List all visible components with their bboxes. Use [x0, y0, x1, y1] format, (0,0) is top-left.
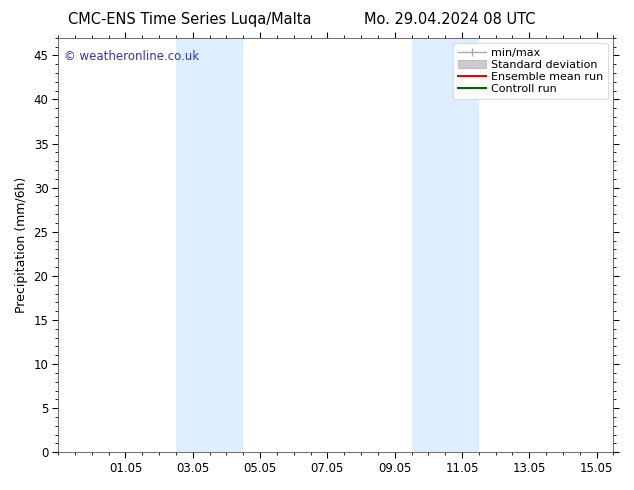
Text: © weatheronline.co.uk: © weatheronline.co.uk [63, 50, 199, 63]
Bar [176, 38, 243, 452]
Text: CMC-ENS Time Series Luqa/Malta: CMC-ENS Time Series Luqa/Malta [68, 12, 312, 27]
Text: Mo. 29.04.2024 08 UTC: Mo. 29.04.2024 08 UTC [365, 12, 536, 27]
Y-axis label: Precipitation (mm/6h): Precipitation (mm/6h) [15, 177, 28, 313]
Bar [411, 38, 479, 452]
Legend: min/max, Standard deviation, Ensemble mean run, Controll run: min/max, Standard deviation, Ensemble me… [453, 43, 608, 99]
